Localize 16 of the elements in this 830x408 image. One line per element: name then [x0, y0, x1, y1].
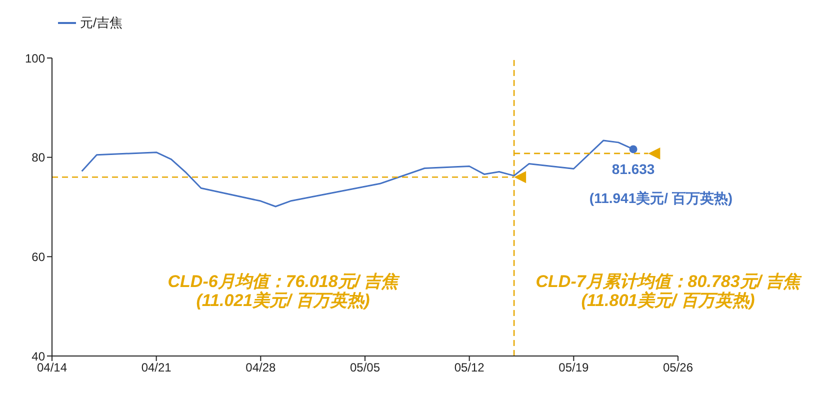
- legend-label: 元/吉焦: [80, 14, 123, 32]
- annotation: (11.941美元/ 百万英热): [589, 189, 733, 207]
- y-tick-label: 80: [32, 150, 46, 165]
- y-tick-label: 60: [32, 250, 46, 264]
- annotation: CLD-7月累计均值：80.783元/ 吉焦 (11.801美元/ 百万英热): [536, 272, 800, 310]
- annotation: CLD-6月均值：76.018元/ 吉焦 (11.021美元/ 百万英热): [168, 272, 398, 310]
- y-tick-label: 100: [24, 51, 46, 66]
- x-tick-label: 05/12: [454, 360, 485, 375]
- x-tick-label: 05/05: [350, 360, 380, 375]
- x-tick-label: 05/26: [662, 360, 694, 375]
- x-tick-label: 04/28: [246, 360, 276, 375]
- x-tick-label: 05/19: [558, 360, 590, 375]
- annotation: 81.633: [612, 160, 655, 178]
- x-tick-label: 04/21: [141, 360, 172, 375]
- y-tick-label: 40: [32, 349, 46, 364]
- x-tick-label: 04/14: [36, 360, 68, 375]
